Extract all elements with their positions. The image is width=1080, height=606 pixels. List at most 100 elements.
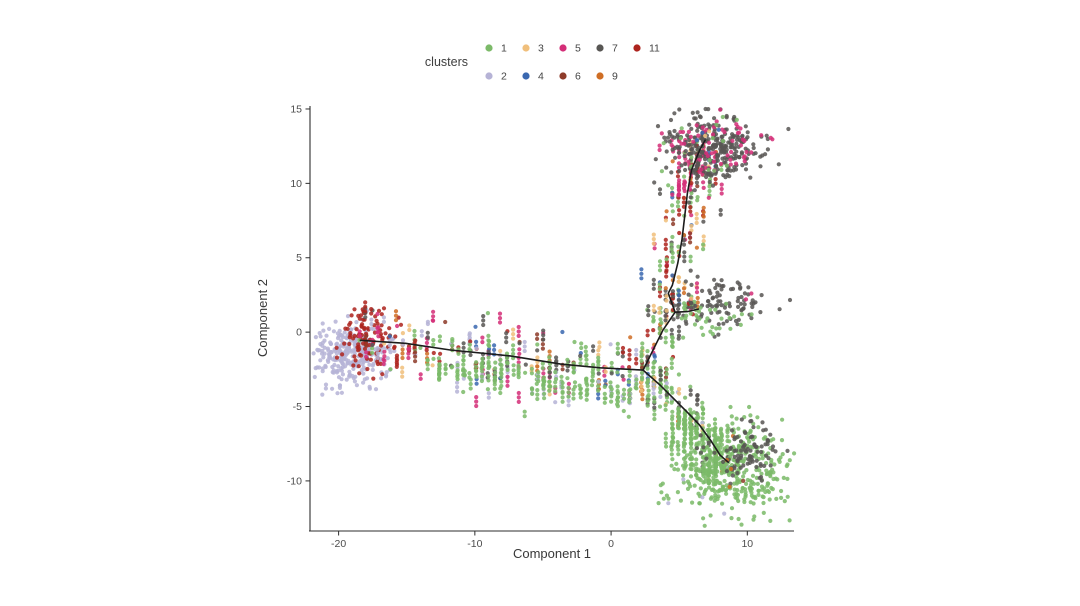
- data-point: [694, 472, 699, 477]
- data-point: [596, 355, 601, 360]
- data-point: [323, 386, 328, 391]
- cloud-bottom-lavender-stragglers: [666, 477, 727, 516]
- data-point: [394, 355, 399, 361]
- data-point: [328, 341, 334, 347]
- data-point: [375, 359, 380, 364]
- data-point: [571, 396, 576, 401]
- data-point: [659, 131, 664, 136]
- data-point: [771, 437, 776, 442]
- data-point: [658, 373, 663, 378]
- data-point: [752, 514, 757, 519]
- data-point: [560, 367, 565, 372]
- data-point: [754, 467, 759, 473]
- data-point: [335, 391, 340, 396]
- data-point: [728, 157, 733, 162]
- y-tick-label: 5: [296, 252, 302, 264]
- data-point: [733, 145, 738, 150]
- data-point: [717, 326, 722, 331]
- data-point: [728, 481, 733, 486]
- data-point: [388, 367, 393, 372]
- data-point: [504, 340, 509, 345]
- data-point: [732, 492, 737, 497]
- data-point: [686, 292, 691, 297]
- data-point: [645, 384, 650, 389]
- data-point: [713, 493, 718, 498]
- data-point: [536, 370, 541, 375]
- data-point: [716, 322, 721, 327]
- data-point: [663, 218, 669, 223]
- legend-item-7: 7: [596, 43, 618, 55]
- data-point: [682, 259, 687, 264]
- data-point: [697, 501, 702, 506]
- data-point: [384, 370, 389, 375]
- data-point: [702, 479, 708, 484]
- legend-item-5: 5: [559, 43, 581, 55]
- data-point: [467, 331, 472, 336]
- data-point: [474, 395, 479, 400]
- data-point: [716, 299, 721, 304]
- data-point: [696, 491, 701, 496]
- data-point: [676, 150, 682, 155]
- data-point: [760, 153, 765, 158]
- data-point: [394, 360, 399, 365]
- data-point: [738, 143, 744, 148]
- data-point: [510, 343, 516, 348]
- data-point: [651, 241, 656, 246]
- data-point: [530, 387, 535, 392]
- data-point: [578, 395, 583, 400]
- data-point: [425, 351, 430, 356]
- data-point: [689, 223, 694, 229]
- data-point: [759, 293, 764, 298]
- data-point: [682, 441, 688, 446]
- data-point: [530, 391, 535, 396]
- data-point: [455, 385, 460, 390]
- data-point: [671, 294, 676, 299]
- data-point: [740, 133, 745, 138]
- data-point: [652, 354, 657, 359]
- data-point: [609, 371, 614, 376]
- data-point: [695, 398, 700, 403]
- data-point: [450, 337, 455, 342]
- data-point: [425, 330, 430, 335]
- data-point: [645, 403, 650, 408]
- data-point: [738, 322, 743, 327]
- data-point: [461, 368, 466, 373]
- data-point: [565, 376, 570, 381]
- data-point: [529, 366, 535, 371]
- data-point: [413, 359, 418, 364]
- cloud-top-blob-pink-ring: [659, 107, 775, 174]
- legend-label-6: 6: [575, 71, 581, 83]
- data-point: [663, 340, 668, 345]
- data-point: [620, 350, 626, 355]
- data-point: [392, 344, 397, 349]
- data-point: [671, 217, 676, 222]
- data-point: [371, 376, 376, 381]
- data-point: [474, 339, 479, 344]
- data-point: [681, 195, 687, 200]
- data-point: [707, 307, 713, 312]
- data-point: [721, 485, 726, 490]
- data-point: [717, 293, 722, 298]
- data-point: [716, 127, 721, 132]
- data-point: [701, 205, 706, 210]
- data-point: [672, 128, 677, 134]
- data-point: [682, 305, 687, 310]
- data-point: [747, 439, 752, 444]
- data-point: [547, 366, 553, 371]
- data-point: [542, 396, 547, 401]
- legend-swatch-2: [485, 72, 493, 80]
- data-point: [345, 350, 350, 355]
- data-point: [640, 392, 645, 397]
- data-point: [670, 427, 675, 432]
- data-point: [375, 346, 380, 352]
- data-point: [353, 374, 358, 379]
- data-point: [431, 314, 436, 319]
- data-point: [701, 185, 706, 190]
- data-point: [683, 463, 689, 468]
- data-point: [596, 367, 601, 372]
- data-point: [584, 393, 589, 398]
- data-point: [351, 363, 356, 368]
- data-point: [766, 456, 771, 461]
- data-point: [691, 410, 697, 415]
- data-point: [669, 365, 674, 370]
